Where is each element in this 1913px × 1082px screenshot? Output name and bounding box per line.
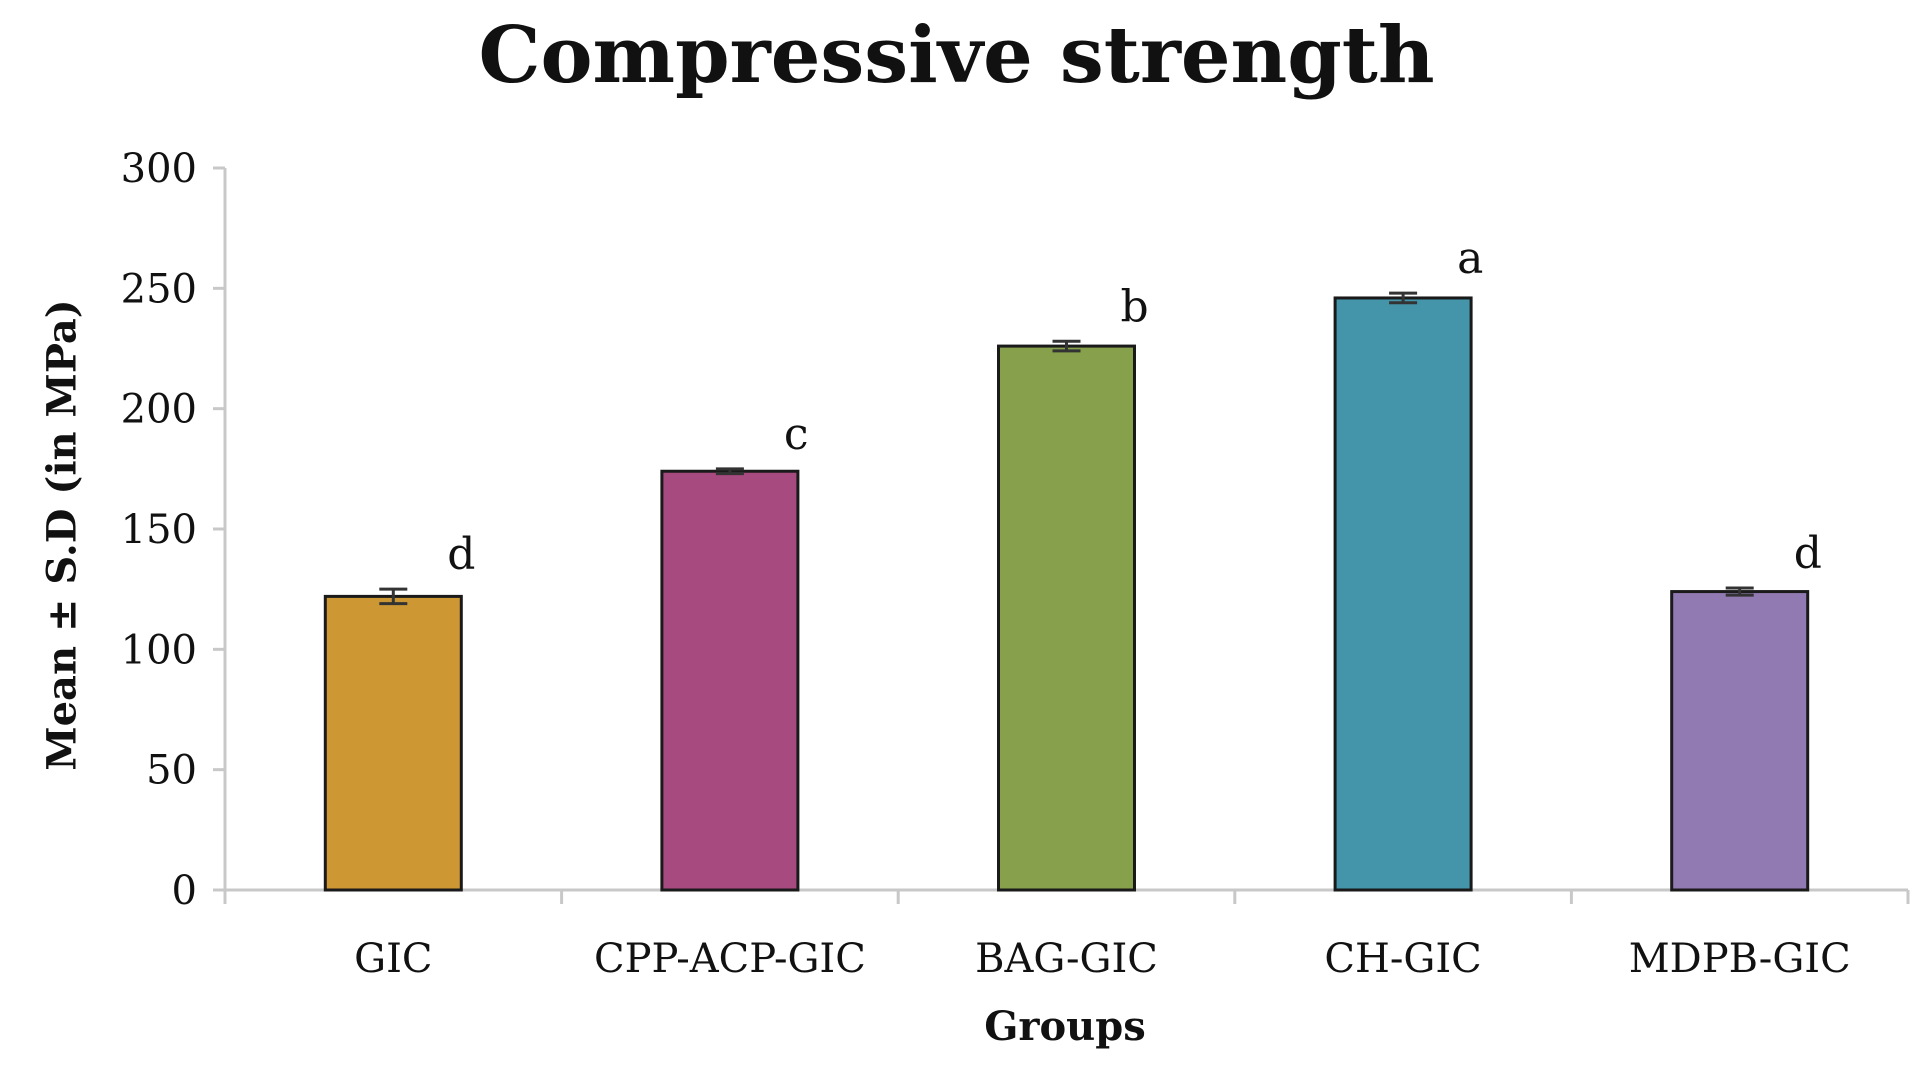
x-axis-title: Groups <box>984 1003 1146 1050</box>
y-axis-title: Mean ± S.D (in MPa) <box>38 299 86 771</box>
y-tick-label: 300 <box>121 146 197 192</box>
bar <box>1670 590 1810 892</box>
y-tick-label: 200 <box>121 387 197 433</box>
y-tick-label: 0 <box>172 868 197 914</box>
x-tick-label: GIC <box>354 936 432 982</box>
y-tick-label: 150 <box>121 507 197 553</box>
bar <box>997 344 1136 892</box>
x-tick-label: BAG-GIC <box>975 936 1158 982</box>
significance-label: b <box>1121 281 1149 332</box>
significance-label: d <box>1794 528 1822 579</box>
bar <box>660 469 800 892</box>
chart-title: Compressive strength <box>478 10 1435 101</box>
y-tick-label: 100 <box>121 627 197 673</box>
significance-label: a <box>1457 233 1483 284</box>
y-tick-label: 50 <box>146 748 197 794</box>
bar <box>323 594 463 892</box>
x-tick-label: MDPB-GIC <box>1629 936 1851 982</box>
x-tick-label: CH-GIC <box>1324 936 1481 982</box>
y-tick-label: 250 <box>121 266 197 312</box>
significance-label: d <box>447 529 475 580</box>
significance-label: c <box>784 409 809 460</box>
x-tick-label: CPP-ACP-GIC <box>594 936 866 982</box>
bar <box>1333 296 1473 892</box>
